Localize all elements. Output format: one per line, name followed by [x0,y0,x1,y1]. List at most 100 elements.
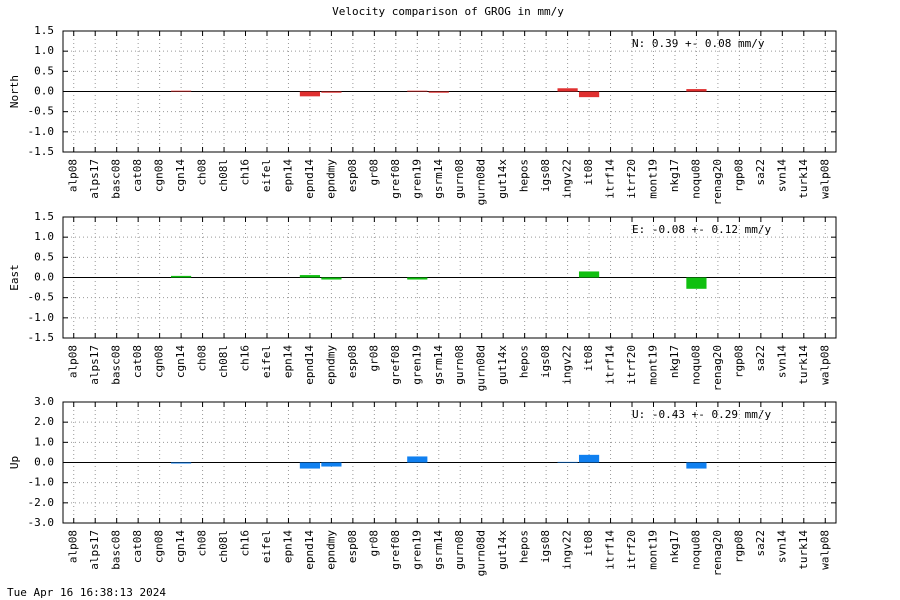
x-tick-label: ch08l [217,159,230,192]
plot-frame [62,30,837,153]
x-tick-label: itrf14 [604,345,617,385]
x-tick-label: mont19 [646,345,659,385]
x-tick-label: nkg17 [668,530,681,563]
bar [299,275,321,278]
plot-frame [62,216,837,339]
bar [171,462,192,464]
x-tick-label: itrf20 [625,159,638,199]
x-tick-label: gren19 [410,159,423,199]
x-tick-label: cat08 [131,345,144,378]
bar [321,91,342,93]
x-tick-label: igs08 [539,345,552,378]
x-tick-label: gurn08 [453,530,466,570]
x-tick-label: noqu08 [689,159,702,199]
x-tick-label: it08 [582,345,595,372]
x-tick-label: renag20 [711,159,724,205]
x-tick-label: epn14 [281,530,294,563]
y-tick-label: 1.5 [34,24,54,37]
x-tick-label: cat08 [131,530,144,563]
x-tick-label: gr08 [367,530,380,557]
bar [578,454,600,463]
x-tick-label: rgp08 [732,345,745,378]
bar [321,462,342,467]
bar [407,277,428,280]
y-tick-label: -1.0 [28,125,55,138]
x-tick-label: walp08 [818,345,831,385]
x-tick-label: svn14 [775,345,788,378]
x-tick-label: basc08 [110,345,123,385]
bar [686,462,707,469]
bar [428,91,449,93]
x-tick-label: epnd14 [303,530,316,570]
x-tick-label: epnd14 [303,345,316,385]
x-tick-label: gut14x [496,345,509,385]
y-axis-label: Up [8,456,21,469]
x-tick-label: rgp08 [732,159,745,192]
x-tick-label: epndmy [324,159,337,199]
bar [686,277,707,289]
x-tick-label: gsrm14 [432,159,445,199]
x-tick-label: alp08 [67,530,80,563]
y-axis-label: East [8,264,21,291]
bar [578,271,600,278]
x-tick-label: alp08 [67,159,80,192]
x-tick-label: gref08 [389,345,402,385]
x-tick-label: basc08 [110,159,123,199]
x-tick-label: itrf20 [625,345,638,385]
x-tick-label: gut14x [496,530,509,570]
annotation: U: -0.43 +- 0.29 mm/y [632,408,771,421]
y-tick-label: 1.0 [34,44,54,57]
x-tick-label: alps17 [88,159,101,199]
x-tick-label: esp08 [346,345,359,378]
x-tick-label: itrf20 [625,530,638,570]
x-tick-label: mont19 [646,159,659,199]
x-tick-label: sa22 [754,530,767,557]
x-tick-label: gurn08d [475,530,488,576]
x-tick-label: gurn08 [453,345,466,385]
x-tick-label: esp08 [346,530,359,563]
y-tick-label: 0.5 [34,250,54,263]
x-tick-label: ingv22 [561,530,574,570]
x-tick-label: gut14x [496,159,509,199]
y-axis-label: North [8,75,21,108]
y-tick-label: -1.0 [28,476,55,489]
x-tick-label: ch08 [196,159,209,186]
x-tick-label: nkg17 [668,345,681,378]
x-tick-label: alps17 [88,530,101,570]
y-tick-label: -3.0 [28,516,55,529]
x-tick-label: hepos [518,345,531,378]
x-tick-label: cgn14 [174,159,187,192]
x-tick-label: mont19 [646,530,659,570]
y-tick-label: 0.0 [34,456,54,469]
x-tick-label: gr08 [367,345,380,372]
x-tick-label: epn14 [281,345,294,378]
x-tick-label: eifel [260,530,273,563]
x-tick-label: turk14 [797,159,810,199]
y-tick-label: -0.5 [28,291,55,304]
x-tick-label: turk14 [797,530,810,570]
y-tick-label: 1.0 [34,230,54,243]
y-tick-label: -1.0 [28,311,55,324]
x-tick-label: cgn08 [153,345,166,378]
x-tick-label: igs08 [539,159,552,192]
x-tick-label: epnd14 [303,159,316,199]
x-tick-label: ch08l [217,530,230,563]
x-tick-label: alp08 [67,345,80,378]
y-tick-label: 3.0 [34,395,54,408]
x-tick-label: basc08 [110,530,123,570]
x-tick-label: rgp08 [732,530,745,563]
x-tick-label: cgn14 [174,345,187,378]
x-tick-label: igs08 [539,530,552,563]
x-tick-label: renag20 [711,530,724,576]
x-tick-label: itrf14 [604,530,617,570]
x-tick-label: walp08 [818,159,831,199]
x-tick-label: noqu08 [689,345,702,385]
y-tick-label: 0.5 [34,64,54,77]
x-tick-label: esp08 [346,159,359,192]
y-tick-label: 0.0 [34,85,54,98]
y-tick-label: -1.5 [28,331,55,344]
x-tick-label: noqu08 [689,530,702,570]
x-tick-label: hepos [518,159,531,192]
x-tick-label: ingv22 [561,345,574,385]
